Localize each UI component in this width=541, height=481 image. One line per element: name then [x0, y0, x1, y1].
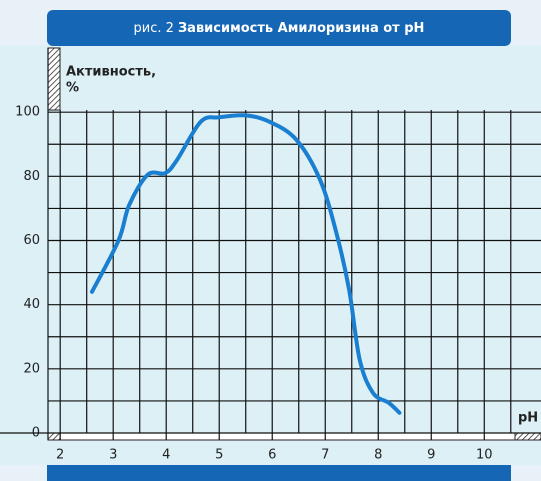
figure-label: рис. 2: [134, 21, 174, 36]
axis-hatch: [48, 433, 60, 440]
y-axis-label: %: [66, 81, 79, 96]
x-tick-label: 3: [109, 448, 117, 463]
chart: рис. 2 Зависимость Амилоризина от pH Акти…: [0, 0, 541, 481]
x-axis-band: [60, 433, 515, 440]
x-tick-label: 6: [268, 448, 276, 463]
header: рис. 2 Зависимость Амилоризина от pH: [134, 21, 425, 36]
y-tick-label: 80: [23, 169, 40, 184]
axis-hatch: [48, 48, 60, 110]
x-tick-label: 10: [476, 448, 493, 463]
x-axis-label: pH: [518, 411, 538, 426]
x-tick-label: 7: [321, 448, 329, 463]
footer-band: [47, 465, 511, 481]
x-tick-label: 2: [56, 448, 64, 463]
x-tick-label: 5: [215, 448, 223, 463]
x-tick-label: 8: [374, 448, 382, 463]
x-tick-label: 9: [427, 448, 435, 463]
panel: [0, 45, 541, 465]
axis-hatch: [515, 433, 541, 440]
y-tick-label: 20: [23, 361, 40, 376]
x-tick-label: 4: [162, 448, 170, 463]
y-tick-label: 100: [15, 105, 40, 120]
y-axis-label: Активность,: [66, 65, 156, 80]
chart-title: Зависимость Амилоризина от pH: [178, 21, 425, 36]
y-tick-label: 40: [23, 297, 40, 312]
y-tick-label: 60: [23, 233, 40, 248]
